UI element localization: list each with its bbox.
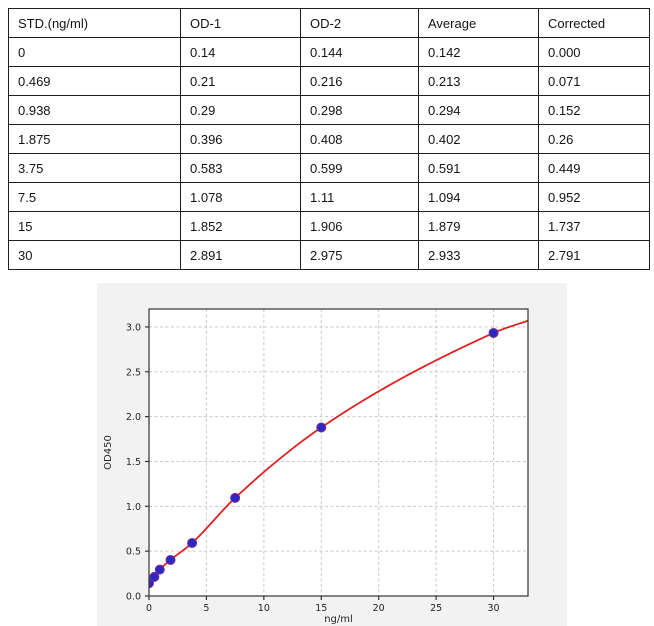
x-tick-label: 25	[430, 603, 442, 614]
x-tick-label: 20	[373, 603, 385, 614]
table-cell: 0.599	[300, 153, 419, 183]
data-point	[230, 492, 241, 503]
table-cell: 0.216	[300, 66, 419, 96]
data-point	[149, 571, 160, 582]
plot-area	[149, 309, 528, 596]
x-tick-label: 5	[203, 603, 209, 614]
y-tick-label: 0.0	[126, 592, 141, 603]
table-cell: 3.75	[8, 153, 181, 183]
table-cell: 2.791	[538, 240, 650, 270]
table-header-cell: OD-2	[300, 8, 419, 38]
table-header-cell: Corrected	[538, 8, 650, 38]
table-cell: 0.591	[418, 153, 539, 183]
y-axis-label: OD450	[103, 435, 114, 470]
standard-curve-figure: 0 5 10 15 20 25 30 0.0 0.5 1.0 1.5 2.0 2.5 3.0 ng/ml OD…	[97, 283, 567, 626]
table-header-cell: STD.(ng/ml)	[8, 8, 181, 38]
table-header-row: STD.(ng/ml) OD-1 OD-2 Average Corrected	[8, 8, 650, 38]
table-cell: 1.879	[418, 211, 539, 241]
table-cell: 0.952	[538, 182, 650, 212]
table-cell: 0.294	[418, 95, 539, 125]
y-tick-label: 0.5	[126, 547, 141, 558]
table-row: 0.938 0.29 0.298 0.294 0.152	[8, 95, 650, 125]
y-tick-label: 2.5	[126, 367, 141, 378]
table-cell: 1.737	[538, 211, 650, 241]
table-cell: 0.071	[538, 66, 650, 96]
table-cell: 0.298	[300, 95, 419, 125]
table-cell: 0.583	[180, 153, 301, 183]
data-point	[187, 537, 198, 548]
table-header-cell: OD-1	[180, 8, 301, 38]
table-row: 7.5 1.078 1.11 1.094 0.952	[8, 182, 650, 212]
y-tick-label: 1.5	[126, 457, 141, 468]
table-row: 3.75 0.583 0.599 0.591 0.449	[8, 153, 650, 183]
x-axis-label: ng/ml	[324, 614, 353, 625]
table-cell: 30	[8, 240, 181, 270]
table-cell: 0.402	[418, 124, 539, 154]
table-header-cell: Average	[418, 8, 539, 38]
standard-curve-chart: 0 5 10 15 20 25 30 0.0 0.5 1.0 1.5 2.0 2.5 3.0 ng/ml OD…	[97, 283, 567, 626]
table-cell: 0.152	[538, 95, 650, 125]
table-row: 30 2.891 2.975 2.933 2.791	[8, 240, 650, 270]
table-cell: 0.14	[180, 37, 301, 67]
table-cell: 0.938	[8, 95, 181, 125]
table-cell: 0.29	[180, 95, 301, 125]
table-cell: 0.449	[538, 153, 650, 183]
table-cell: 0.21	[180, 66, 301, 96]
table-cell: 0.408	[300, 124, 419, 154]
table-cell: 0.396	[180, 124, 301, 154]
table-cell: 0.469	[8, 66, 181, 96]
plot-content	[149, 319, 528, 589]
table-cell: 1.875	[8, 124, 181, 154]
table-cell: 0.213	[418, 66, 539, 96]
plot-border	[148, 308, 529, 597]
table-row: 15 1.852 1.906 1.879 1.737	[8, 211, 650, 241]
table-cell: 2.891	[180, 240, 301, 270]
data-point	[154, 564, 165, 575]
y-tick-label: 2.0	[126, 412, 141, 423]
table-cell: 0	[8, 37, 181, 67]
fit-curve	[149, 319, 528, 584]
table-cell: 7.5	[8, 182, 181, 212]
table-cell: 1.906	[300, 211, 419, 241]
table-cell: 0.26	[538, 124, 650, 154]
table-cell: 1.078	[180, 182, 301, 212]
table-row: 1.875 0.396 0.408 0.402 0.26	[8, 124, 650, 154]
data-point	[488, 327, 499, 338]
x-tick-label: 30	[487, 603, 499, 614]
x-tick-label: 0	[146, 603, 152, 614]
y-tick-label: 1.0	[126, 502, 141, 513]
y-tick-label: 3.0	[126, 322, 141, 333]
data-point	[165, 554, 176, 565]
table-cell: 2.933	[418, 240, 539, 270]
table-cell: 1.852	[180, 211, 301, 241]
table-cell: 2.975	[300, 240, 419, 270]
table-cell: 1.094	[418, 182, 539, 212]
table-cell: 0.142	[418, 37, 539, 67]
table-cell: 1.11	[300, 182, 419, 212]
table-cell: 0.144	[300, 37, 419, 67]
table-cell: 0.000	[538, 37, 650, 67]
table-cell: 15	[8, 211, 181, 241]
table-row: 0 0.14 0.144 0.142 0.000	[8, 37, 650, 67]
standards-table: STD.(ng/ml) OD-1 OD-2 Average Corrected 0 0.1…	[8, 8, 650, 270]
x-tick-label: 10	[258, 603, 270, 614]
data-point	[316, 422, 327, 433]
table-row: 0.469 0.21 0.216 0.213 0.071	[8, 66, 650, 96]
x-tick-label: 15	[315, 603, 327, 614]
